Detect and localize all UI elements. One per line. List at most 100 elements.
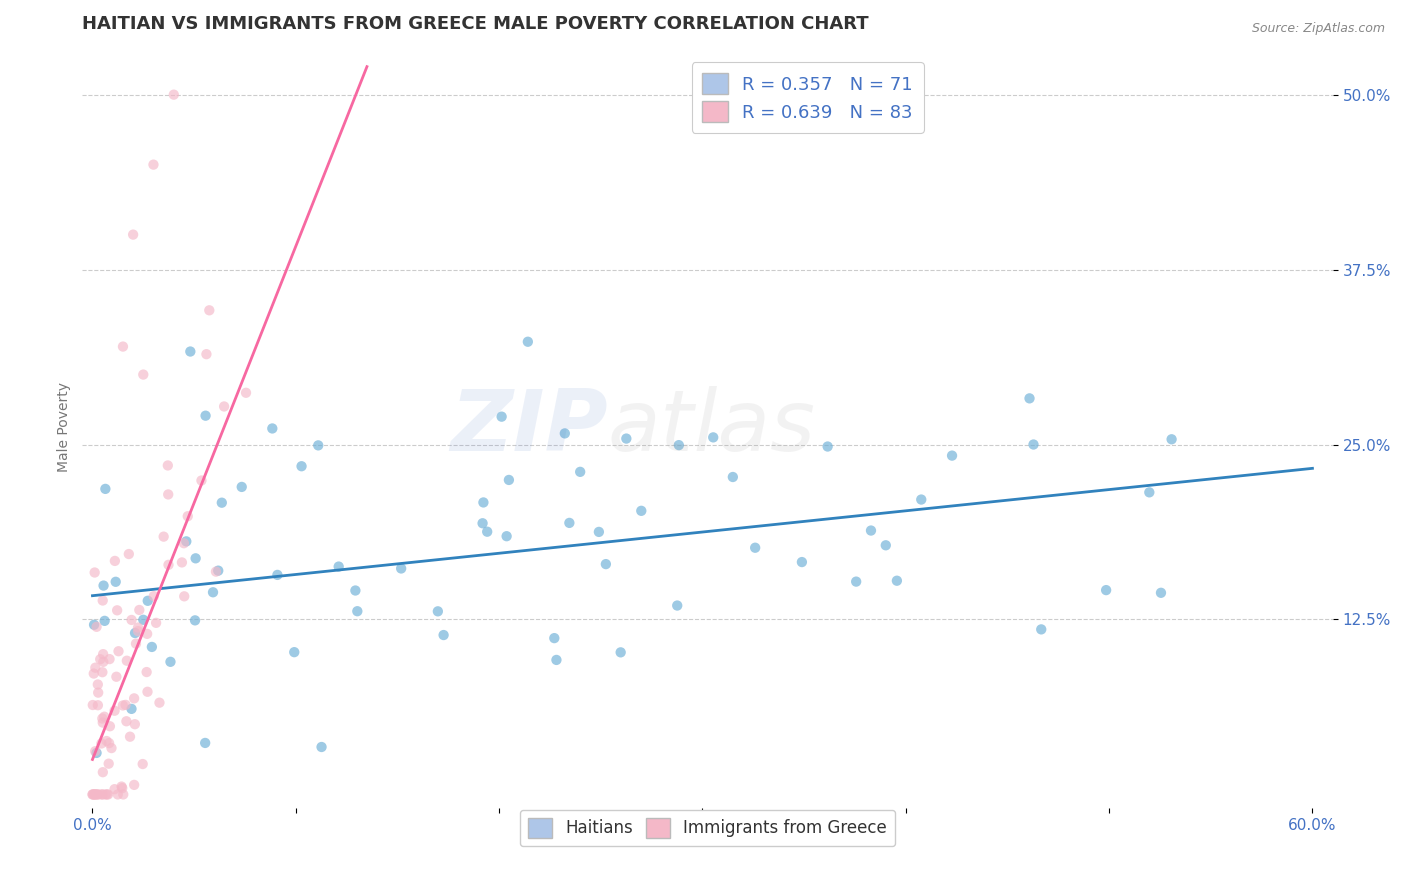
Point bbox=[179, 344, 201, 359]
Point bbox=[90, 737, 112, 751]
Point bbox=[202, 585, 225, 599]
Point bbox=[195, 347, 218, 361]
Point bbox=[104, 574, 127, 589]
Point bbox=[91, 712, 114, 726]
Point bbox=[859, 524, 882, 538]
Point bbox=[177, 509, 200, 524]
Point bbox=[558, 516, 581, 530]
Point bbox=[97, 788, 120, 802]
Point bbox=[142, 589, 165, 603]
Point bbox=[477, 524, 499, 539]
Point bbox=[910, 492, 932, 507]
Point bbox=[98, 652, 121, 666]
Point bbox=[104, 554, 127, 568]
Point bbox=[96, 734, 118, 748]
Point bbox=[389, 561, 412, 575]
Point bbox=[83, 788, 105, 802]
Point bbox=[290, 459, 312, 474]
Point bbox=[93, 709, 115, 723]
Point bbox=[142, 158, 165, 172]
Point bbox=[91, 715, 114, 730]
Point bbox=[346, 604, 368, 618]
Point bbox=[491, 409, 513, 424]
Point bbox=[111, 340, 134, 354]
Point bbox=[91, 665, 114, 680]
Point bbox=[516, 334, 538, 349]
Point bbox=[173, 590, 195, 604]
Point bbox=[498, 473, 520, 487]
Point bbox=[93, 578, 115, 592]
Point bbox=[93, 614, 115, 628]
Point bbox=[194, 736, 217, 750]
Point bbox=[471, 516, 494, 531]
Point bbox=[121, 613, 143, 627]
Point bbox=[122, 691, 145, 706]
Point bbox=[790, 555, 813, 569]
Text: HAITIAN VS IMMIGRANTS FROM GREECE MALE POVERTY CORRELATION CHART: HAITIAN VS IMMIGRANTS FROM GREECE MALE P… bbox=[83, 15, 869, 33]
Point bbox=[198, 303, 221, 318]
Point bbox=[83, 617, 105, 632]
Point bbox=[668, 438, 690, 452]
Point bbox=[107, 788, 129, 802]
Point bbox=[205, 565, 228, 579]
Point bbox=[614, 432, 637, 446]
Point bbox=[84, 661, 107, 675]
Point bbox=[554, 426, 576, 441]
Point bbox=[94, 788, 117, 802]
Point bbox=[157, 558, 180, 572]
Point bbox=[124, 626, 146, 640]
Point bbox=[666, 599, 689, 613]
Point bbox=[283, 645, 305, 659]
Point bbox=[127, 621, 149, 635]
Point bbox=[1031, 623, 1053, 637]
Point bbox=[152, 530, 174, 544]
Point bbox=[118, 547, 141, 561]
Point bbox=[344, 583, 367, 598]
Point bbox=[569, 465, 592, 479]
Point bbox=[148, 696, 170, 710]
Point bbox=[1137, 485, 1160, 500]
Point bbox=[105, 603, 128, 617]
Point bbox=[588, 524, 610, 539]
Point bbox=[170, 556, 193, 570]
Point bbox=[94, 482, 117, 496]
Point bbox=[262, 421, 284, 435]
Point bbox=[630, 504, 652, 518]
Point bbox=[122, 227, 145, 242]
Point bbox=[141, 640, 163, 654]
Point bbox=[543, 631, 565, 645]
Point bbox=[96, 788, 118, 802]
Point bbox=[82, 698, 104, 712]
Point bbox=[122, 778, 145, 792]
Point bbox=[87, 685, 110, 699]
Point bbox=[87, 788, 110, 802]
Point bbox=[184, 551, 207, 566]
Point bbox=[1022, 437, 1045, 451]
Point bbox=[190, 474, 212, 488]
Point bbox=[426, 604, 449, 618]
Point bbox=[121, 702, 143, 716]
Point bbox=[115, 714, 138, 729]
Point bbox=[87, 677, 110, 691]
Legend: Haitians, Immigrants from Greece: Haitians, Immigrants from Greece bbox=[520, 810, 896, 846]
Point bbox=[84, 788, 107, 802]
Point bbox=[135, 665, 157, 679]
Point bbox=[98, 719, 121, 733]
Point bbox=[91, 788, 114, 802]
Point bbox=[145, 615, 167, 630]
Point bbox=[124, 717, 146, 731]
Point bbox=[875, 538, 897, 552]
Point bbox=[110, 780, 132, 794]
Point bbox=[132, 613, 155, 627]
Point bbox=[83, 666, 105, 681]
Point bbox=[82, 788, 104, 802]
Point bbox=[136, 627, 159, 641]
Point bbox=[595, 557, 617, 571]
Point bbox=[128, 603, 150, 617]
Point bbox=[83, 566, 105, 580]
Point bbox=[212, 400, 235, 414]
Point bbox=[702, 430, 724, 444]
Text: ZIP: ZIP bbox=[450, 385, 607, 468]
Point bbox=[131, 757, 153, 772]
Point bbox=[115, 654, 138, 668]
